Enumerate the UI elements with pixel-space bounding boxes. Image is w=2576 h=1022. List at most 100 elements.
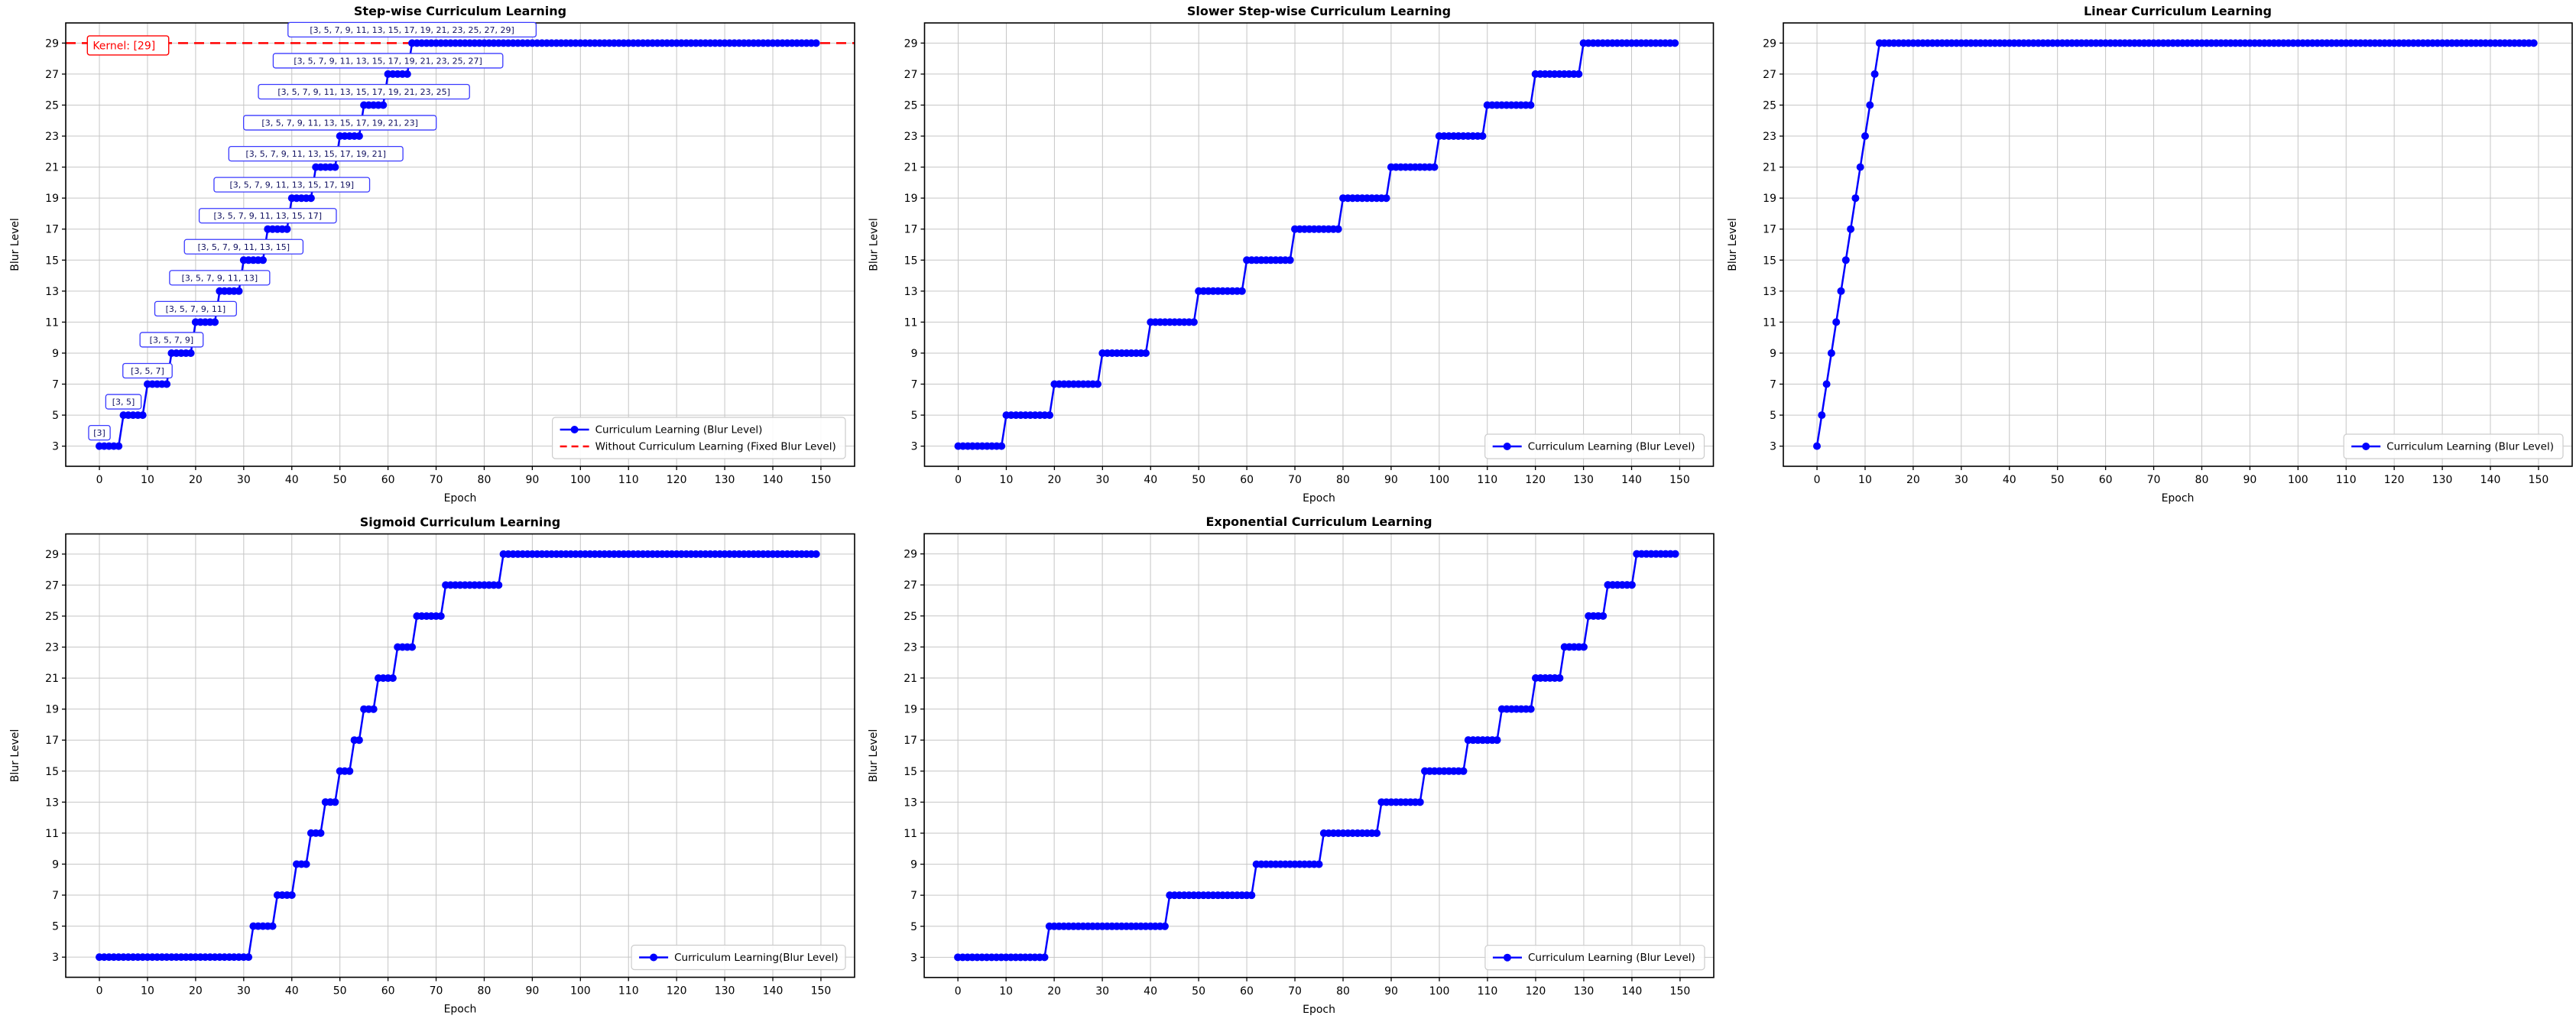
svg-text:21: 21 [45, 673, 59, 685]
svg-text:11: 11 [45, 828, 59, 840]
svg-text:10: 10 [1858, 474, 1872, 486]
svg-text:110: 110 [618, 474, 639, 486]
svg-text:9: 9 [52, 858, 59, 871]
y-axis-label: Blur Level [868, 218, 881, 271]
svg-text:3: 3 [910, 952, 917, 964]
chart-title: Exponential Curriculum Learning [1205, 514, 1432, 529]
svg-text:15: 15 [45, 255, 59, 267]
svg-text:70: 70 [2147, 474, 2161, 486]
svg-text:[3, 5, 7, 9, 11, 13]: [3, 5, 7, 9, 11, 13] [182, 273, 258, 283]
svg-text:120: 120 [1526, 985, 1546, 998]
y-axis-ticks: 3 5 7 9 11 13 15 17 19 21 23 25 27 29 [45, 37, 66, 453]
svg-text:140: 140 [2480, 474, 2501, 486]
svg-text:17: 17 [904, 224, 918, 236]
svg-text:3: 3 [1770, 441, 1776, 453]
svg-text:9: 9 [52, 348, 59, 360]
empty-subplot-cell [1718, 511, 2576, 1022]
svg-text:60: 60 [1240, 985, 1254, 998]
svg-text:100: 100 [2288, 474, 2308, 486]
series-points [96, 39, 820, 450]
svg-text:3: 3 [52, 952, 59, 964]
svg-text:11: 11 [1763, 316, 1776, 329]
svg-text:90: 90 [1384, 474, 1398, 486]
svg-text:17: 17 [904, 735, 917, 747]
svg-text:80: 80 [2195, 474, 2209, 486]
svg-text:40: 40 [285, 474, 299, 486]
chart-slower-stepwise-curriculum-svg: 0 10 20 30 40 50 60 70 80 90 100 110 120 130 140 150 3 5 7… [868, 4, 1715, 505]
kernel-list-annotation: [3] [88, 424, 111, 441]
svg-text:27: 27 [45, 69, 59, 81]
svg-text:29: 29 [45, 37, 59, 50]
y-axis-ticks: 3 5 7 9 11 13 15 17 19 21 23 25 27 29 [45, 549, 66, 964]
svg-text:[3, 5, 7, 9, 11, 13, 15, 17, 1: [3, 5, 7, 9, 11, 13, 15, 17, 19, 21, 23] [261, 118, 418, 128]
legend-label: Curriculum Learning (Blur Level) [1528, 441, 1695, 453]
svg-text:80: 80 [1336, 474, 1350, 486]
svg-text:25: 25 [1763, 99, 1776, 112]
axes-border [1783, 22, 2573, 467]
svg-text:70: 70 [1288, 985, 1302, 998]
svg-text:29: 29 [45, 549, 59, 561]
svg-text:[3, 5, 7, 9, 11]: [3, 5, 7, 9, 11] [166, 304, 226, 314]
chart-title: Linear Curriculum Learning [2084, 4, 2272, 18]
series-curriculum-learning [954, 550, 1679, 962]
chart-sigmoid-curriculum: 0 10 20 30 40 50 60 70 80 90 100 110 120 130 140 150 3 5 7… [0, 511, 858, 1022]
svg-text:120: 120 [1525, 474, 1546, 486]
svg-text:90: 90 [525, 474, 539, 486]
svg-text:0: 0 [1814, 474, 1821, 486]
svg-text:10: 10 [141, 985, 154, 998]
svg-text:50: 50 [333, 985, 347, 998]
legend: Curriculum Learning (Blur Level) Without … [551, 417, 846, 459]
svg-text:21: 21 [904, 162, 918, 174]
fixed-kernel-annotation: Kernel: [29] [86, 35, 170, 56]
legend: Curriculum Learning(Blur Level) [631, 944, 846, 971]
x-axis-ticks: 0 10 20 30 40 50 60 70 80 90 100 110 120 130 140 150 [1814, 466, 2548, 486]
x-axis-ticks: 0 10 20 30 40 50 60 70 80 90 100 110 120 130 140 150 [955, 977, 1690, 998]
grid [66, 23, 855, 466]
series-curriculum-learning [954, 39, 1679, 450]
x-axis-label: Epoch [2162, 492, 2195, 505]
svg-text:7: 7 [911, 379, 918, 391]
svg-text:17: 17 [45, 224, 59, 236]
svg-text:80: 80 [478, 474, 492, 486]
axes-border [65, 533, 855, 978]
series-points [954, 39, 1679, 450]
kernel-list-annotation: [3, 5, 7, 9, 11, 13, 15, 17, 19, 21, 23,… [272, 53, 504, 69]
svg-text:20: 20 [189, 985, 203, 998]
plot-area [924, 534, 1714, 978]
kernel-list-annotation: [3, 5, 7, 9, 11, 13] [169, 270, 271, 286]
svg-text:17: 17 [1763, 224, 1776, 236]
legend-label: Curriculum Learning (Blur Level) [2386, 441, 2554, 453]
legend-label: Curriculum Learning (Blur Level) [595, 424, 763, 436]
chart-exponential-curriculum-svg: 0 10 20 30 40 50 60 70 80 90 100 110 120 130 140 150 3 5 7… [868, 514, 1715, 1016]
svg-text:15: 15 [45, 766, 59, 778]
svg-text:[3, 5, 7, 9, 11, 13, 15, 17, 1: [3, 5, 7, 9, 11, 13, 15, 17, 19, 21, 23,… [294, 56, 482, 66]
svg-text:5: 5 [1770, 410, 1776, 422]
legend-label: Curriculum Learning(Blur Level) [674, 952, 839, 964]
svg-text:Kernel: [29]: Kernel: [29] [92, 40, 155, 52]
svg-text:[3, 5, 7, 9, 11, 13, 15]: [3, 5, 7, 9, 11, 13, 15] [198, 242, 290, 252]
svg-text:90: 90 [1384, 985, 1398, 998]
svg-text:[3, 5, 7, 9, 11, 13, 15, 17, 1: [3, 5, 7, 9, 11, 13, 15, 17, 19, 21, 23,… [310, 25, 514, 35]
chart-title: Slower Step-wise Curriculum Learning [1187, 4, 1451, 18]
svg-text:19: 19 [904, 193, 918, 205]
svg-text:30: 30 [237, 985, 251, 998]
svg-text:27: 27 [904, 579, 917, 592]
x-axis-label: Epoch [1303, 1004, 1335, 1016]
y-axis-label: Blur Level [9, 729, 21, 783]
plot-area [1783, 23, 2572, 466]
y-axis-label: Blur Level [868, 729, 880, 783]
svg-text:50: 50 [1192, 985, 1205, 998]
x-axis-label: Epoch [1303, 492, 1335, 505]
svg-text:0: 0 [955, 985, 962, 998]
svg-text:20: 20 [189, 474, 203, 486]
kernel-list-annotation: [3, 5, 7, 9, 11, 13, 15, 17] [198, 208, 337, 224]
svg-text:50: 50 [1192, 474, 1205, 486]
svg-text:90: 90 [2243, 474, 2256, 486]
svg-text:30: 30 [1095, 474, 1109, 486]
svg-text:20: 20 [1906, 474, 1920, 486]
kernel-list-annotation: [3, 5, 7, 9, 11, 13, 15] [183, 238, 304, 255]
svg-text:25: 25 [904, 611, 917, 623]
svg-text:[3, 5]: [3, 5] [112, 397, 135, 407]
svg-text:[3, 5, 7]: [3, 5, 7] [131, 366, 164, 376]
